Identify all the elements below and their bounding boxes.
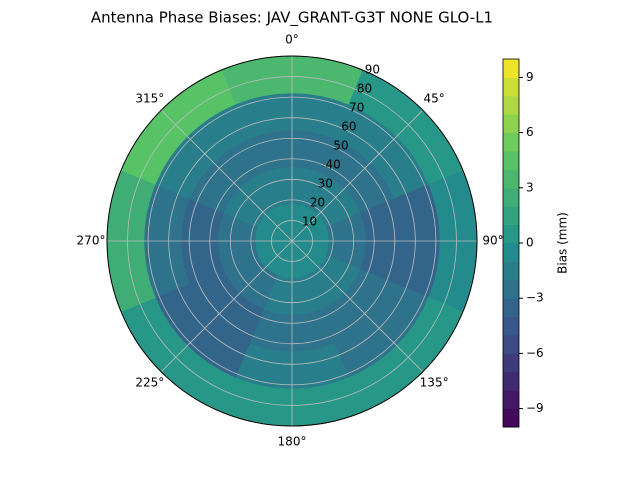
colorbar-level: [503, 390, 519, 410]
grid-spoke: [291, 240, 424, 373]
theta-tick-label: 270°: [77, 234, 106, 248]
colorbar-tick-label: −3: [526, 291, 544, 305]
theta-tick-label: 90°: [482, 234, 503, 248]
colorbar-level: [503, 187, 519, 207]
colorbar-level: [503, 206, 519, 226]
colorbar-level: [503, 243, 519, 262]
colorbar-level: [503, 77, 519, 97]
r-tick-label: 10: [302, 215, 317, 229]
grid-spoke: [160, 109, 293, 242]
r-tick-label: 50: [333, 139, 348, 153]
colorbar-label: Bias (mm): [556, 212, 570, 274]
theta-tick-label: 180°: [278, 435, 307, 449]
grid-spoke: [160, 240, 293, 373]
colorbar-level: [503, 132, 519, 152]
r-tick-label: 20: [310, 196, 325, 210]
colorbar-level: [503, 95, 519, 115]
colorbar-tick-label: 0: [526, 236, 534, 250]
colorbar-level: [503, 353, 519, 373]
r-tick-label: 80: [357, 82, 372, 96]
r-tick-label: 40: [325, 158, 340, 172]
grid-spoke: [291, 109, 424, 242]
r-tick-label: 60: [341, 120, 356, 134]
polar-frame: [106, 55, 478, 427]
colorbar-level: [503, 261, 519, 281]
theta-tick-label: 225°: [135, 376, 164, 390]
colorbar-level: [503, 335, 519, 354]
colorbar-level: [503, 279, 519, 299]
colorbar-level: [503, 298, 519, 318]
theta-tick-label: 135°: [420, 376, 449, 390]
r-tick-label: 30: [318, 177, 333, 191]
colorbar-level: [503, 59, 519, 78]
colorbar-tick-label: −9: [526, 401, 544, 415]
colorbar-level: [503, 408, 519, 428]
colorbar-tick-label: 3: [526, 180, 534, 194]
theta-tick-label: 315°: [135, 91, 164, 105]
colorbar-tick-label: −6: [526, 346, 544, 360]
colorbar-level: [503, 151, 519, 170]
theta-tick-label: 0°: [285, 33, 299, 47]
colorbar-level: [503, 371, 519, 391]
colorbar-level: [503, 169, 519, 189]
colorbar-tick-label: 6: [526, 125, 534, 139]
r-tick-label: 90: [365, 63, 380, 77]
colorbar-tick-label: 9: [526, 70, 534, 84]
theta-tick-label: 45°: [423, 91, 444, 105]
colorbar-level: [503, 316, 519, 336]
colorbar-level: [503, 114, 519, 134]
colorbar-level: [503, 224, 519, 244]
r-tick-label: 70: [349, 101, 364, 115]
chart-title: Antenna Phase Biases: JAV_GRANT-G3T NONE…: [91, 9, 493, 28]
